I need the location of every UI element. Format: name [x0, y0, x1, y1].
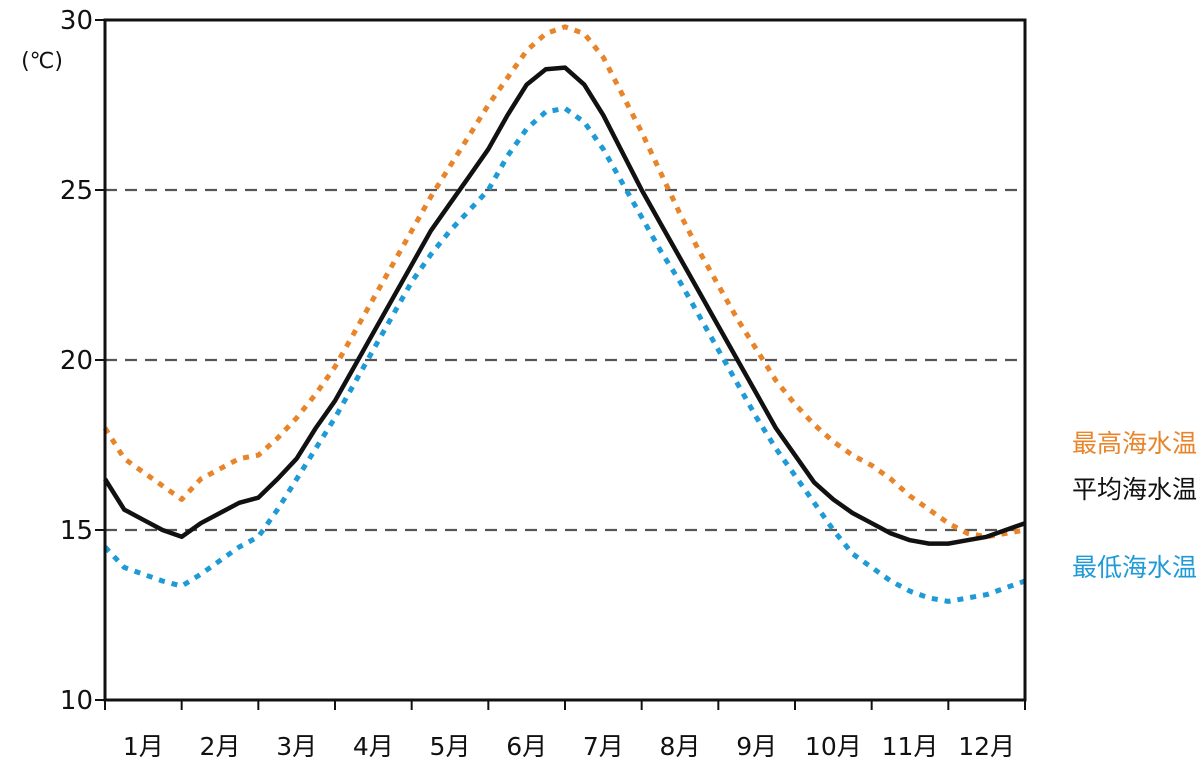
- series-layer: [102, 24, 1026, 604]
- x-tick-label-1: 1月: [123, 732, 164, 761]
- x-tick-label-8: 8月: [660, 732, 701, 761]
- series-line-3: [103, 105, 1026, 604]
- x-tick-label-11: 11月: [882, 732, 939, 761]
- legend-item-2: 平均海水温: [1072, 475, 1197, 504]
- x-tick-label-5: 5月: [430, 732, 471, 761]
- y-tick-label-30: 30: [60, 6, 93, 36]
- x-tick-label-12: 12月: [958, 732, 1015, 761]
- legend-item-1: 最高海水温: [1072, 429, 1197, 458]
- x-tick-label-6: 6月: [506, 732, 547, 761]
- y-axis-unit-label: (℃): [21, 49, 63, 74]
- series-line-2: [103, 65, 1026, 546]
- legend-item-3: 最低海水温: [1072, 553, 1197, 582]
- x-tick-label-9: 9月: [736, 732, 777, 761]
- grid-layer: [105, 188, 1025, 532]
- x-tick-label-3: 3月: [276, 732, 317, 761]
- y-tick-label-10: 10: [60, 686, 93, 716]
- x-axis: 1月 2月 3月 4月 5月 6月 7月 8月 9月 10月 11月 12月: [104, 700, 1026, 761]
- y-tick-label-20: 20: [60, 346, 93, 376]
- y-tick-label-25: 25: [60, 176, 93, 206]
- x-tick-label-2: 2月: [200, 732, 241, 761]
- series-line-1: [102, 24, 1026, 540]
- x-tick-label-10: 10月: [805, 732, 862, 761]
- x-tick-label-4: 4月: [353, 732, 394, 761]
- y-axis: 10 15 20 25 30: [60, 6, 105, 716]
- x-tick-label-7: 7月: [583, 732, 624, 761]
- y-tick-label-15: 15: [60, 516, 93, 546]
